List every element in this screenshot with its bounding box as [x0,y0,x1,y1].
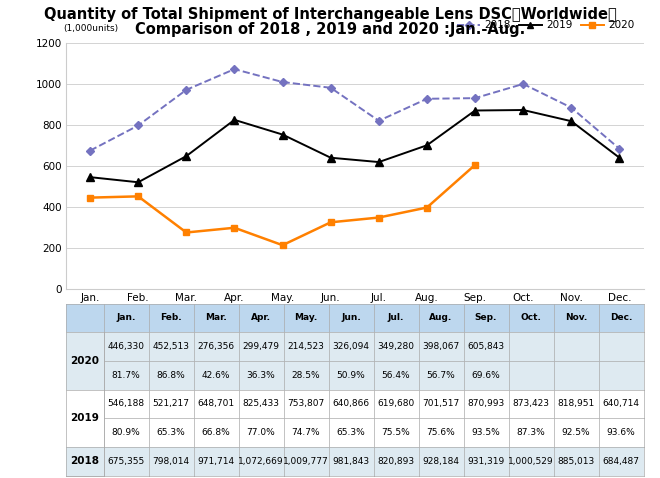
Text: 65.3%: 65.3% [156,428,185,437]
Text: 42.6%: 42.6% [202,371,230,380]
Text: 87.3%: 87.3% [517,428,545,437]
Text: 86.8%: 86.8% [156,371,185,380]
Text: 36.3%: 36.3% [247,371,275,380]
Text: 798,014: 798,014 [152,457,189,466]
Text: Aug.: Aug. [430,314,453,322]
Text: 28.5%: 28.5% [292,371,320,380]
Text: Sep.: Sep. [475,314,497,322]
Text: 56.7%: 56.7% [426,371,455,380]
Text: Jul.: Jul. [388,314,404,322]
Text: 818,951: 818,951 [558,400,595,408]
Text: Jun.: Jun. [341,314,361,322]
Text: 1,000,529: 1,000,529 [508,457,554,466]
Text: 675,355: 675,355 [108,457,145,466]
Text: 75.5%: 75.5% [381,428,411,437]
Text: Oct.: Oct. [521,314,541,322]
Text: 398,067: 398,067 [422,342,459,351]
Text: 931,319: 931,319 [467,457,505,466]
Text: 81.7%: 81.7% [112,371,141,380]
Text: 214,523: 214,523 [288,342,325,351]
Text: 2019: 2019 [71,413,99,423]
Text: 1,072,669: 1,072,669 [238,457,284,466]
Text: 93.5%: 93.5% [472,428,500,437]
Text: 446,330: 446,330 [108,342,145,351]
Legend: 2018, 2019, 2020: 2018, 2019, 2020 [453,16,638,34]
Text: 349,280: 349,280 [378,342,414,351]
Text: 605,843: 605,843 [467,342,505,351]
Text: 93.6%: 93.6% [607,428,636,437]
Text: 56.4%: 56.4% [381,371,411,380]
Text: 870,993: 870,993 [467,400,505,408]
Text: Feb.: Feb. [160,314,182,322]
Text: Nov.: Nov. [565,314,587,322]
Text: 885,013: 885,013 [558,457,595,466]
Text: 74.7%: 74.7% [292,428,320,437]
Text: Comparison of 2018 , 2019 and 2020 :Jan.-Aug.: Comparison of 2018 , 2019 and 2020 :Jan.… [135,22,525,36]
Text: 80.9%: 80.9% [112,428,141,437]
Text: 546,188: 546,188 [108,400,145,408]
Text: 619,680: 619,680 [378,400,414,408]
Text: 521,217: 521,217 [152,400,189,408]
Text: 753,807: 753,807 [287,400,325,408]
Text: Dec.: Dec. [610,314,632,322]
Text: 75.6%: 75.6% [426,428,455,437]
Text: 820,893: 820,893 [378,457,414,466]
Text: Jan.: Jan. [116,314,136,322]
Text: 684,487: 684,487 [603,457,640,466]
Text: 326,094: 326,094 [333,342,370,351]
Text: May.: May. [294,314,317,322]
Text: 50.9%: 50.9% [337,371,366,380]
Text: 452,513: 452,513 [152,342,189,351]
Text: 2020: 2020 [70,356,99,366]
Text: 981,843: 981,843 [333,457,370,466]
Text: 92.5%: 92.5% [562,428,590,437]
Text: 69.6%: 69.6% [472,371,500,380]
Text: 640,866: 640,866 [333,400,370,408]
Text: 2018: 2018 [70,456,99,466]
Text: (1,000units): (1,000units) [63,24,118,33]
Text: 77.0%: 77.0% [247,428,275,437]
Text: 825,433: 825,433 [242,400,280,408]
Text: 276,356: 276,356 [197,342,234,351]
Text: 928,184: 928,184 [422,457,459,466]
Text: Apr.: Apr. [251,314,271,322]
Text: 1,009,777: 1,009,777 [283,457,329,466]
Text: Mar.: Mar. [205,314,227,322]
Text: 873,423: 873,423 [513,400,550,408]
Text: 701,517: 701,517 [422,400,459,408]
Text: 65.3%: 65.3% [337,428,366,437]
Text: 66.8%: 66.8% [202,428,230,437]
Text: 971,714: 971,714 [197,457,234,466]
Text: Quantity of Total Shipment of Interchangeable Lens DSC【Worldwide】: Quantity of Total Shipment of Interchang… [44,7,616,22]
Text: 640,714: 640,714 [603,400,640,408]
Text: 648,701: 648,701 [197,400,234,408]
Text: 299,479: 299,479 [242,342,280,351]
